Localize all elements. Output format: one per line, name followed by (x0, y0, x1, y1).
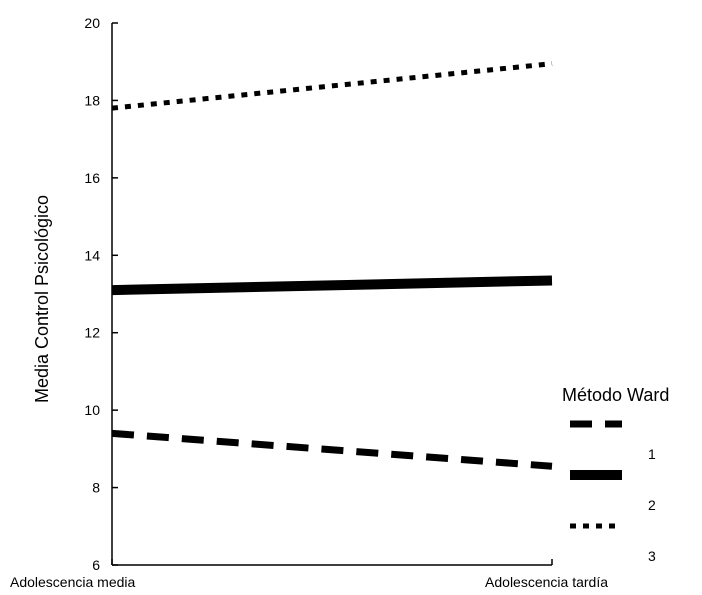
series-line-2 (111, 275, 553, 296)
legend-items: 1 2 3 (570, 420, 656, 564)
series-lines (111, 61, 553, 470)
y-tick-label: 18 (84, 92, 100, 108)
legend: Método Ward 1 2 3 (562, 385, 669, 564)
y-axis-title: Media Control Psicológico (32, 195, 52, 403)
series-line-1 (111, 429, 553, 470)
legend-label-1: 1 (648, 446, 656, 462)
x-tick-label: Adolescencia media (10, 574, 136, 590)
y-tick-label: 12 (84, 325, 100, 341)
legend-label-3: 3 (648, 548, 656, 564)
y-tick-label: 6 (92, 557, 100, 573)
y-tick-label: 16 (84, 170, 100, 186)
y-tick-label: 14 (84, 247, 100, 263)
y-tick-label: 10 (84, 402, 100, 418)
y-tick-label: 20 (84, 15, 100, 31)
x-axis-ticks: Adolescencia media Adolescencia tardía (10, 559, 608, 590)
y-tick-label: 8 (92, 480, 100, 496)
x-tick-label: Adolescencia tardía (485, 574, 608, 590)
series-line-3 (111, 61, 553, 111)
legend-title: Método Ward (562, 385, 669, 405)
legend-label-2: 2 (648, 497, 656, 513)
y-axis-ticks: 6 8 10 12 14 16 18 20 (84, 15, 118, 573)
